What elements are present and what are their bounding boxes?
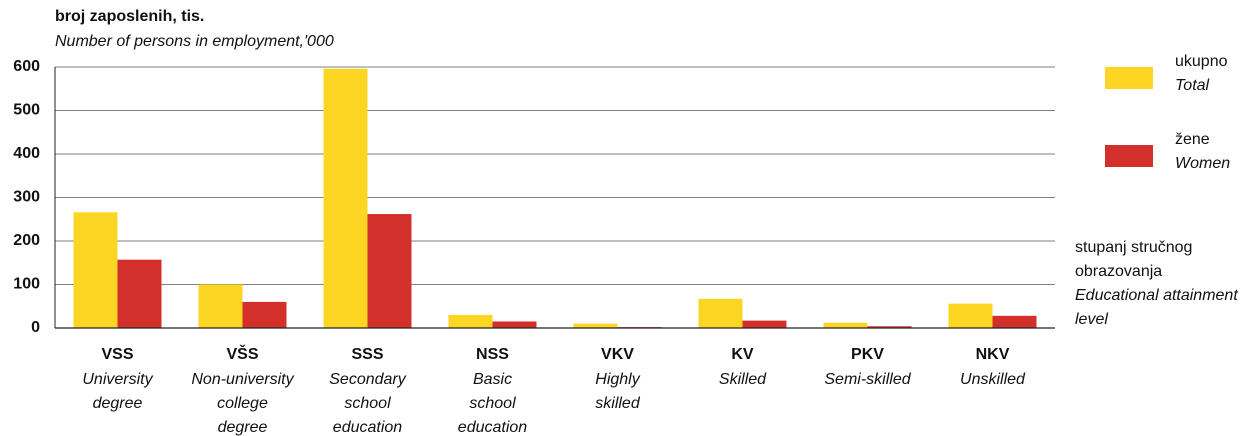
legend-label: žene: [1175, 131, 1210, 148]
y-tick-label: 100: [13, 276, 40, 293]
x-tick-label: NSS: [476, 346, 509, 363]
x-tick-label: VKV: [601, 346, 634, 363]
x-tick-label: VŠS: [226, 344, 258, 363]
x-tick-description: Skilled: [719, 371, 767, 388]
x-tick-description: University: [82, 371, 153, 388]
legend-label-en: Women: [1175, 155, 1230, 172]
x-axis-label-en: level: [1075, 311, 1108, 328]
bar: [242, 301, 287, 328]
bar: [73, 212, 118, 328]
x-axis-label-en: Educational attainment: [1075, 287, 1238, 304]
x-tick-description: college: [217, 395, 268, 412]
bar: [117, 259, 162, 328]
bar: [867, 326, 912, 328]
bar: [992, 315, 1037, 328]
bar: [448, 314, 493, 328]
y-tick-label: 300: [13, 189, 40, 206]
bar: [492, 321, 537, 328]
y-tick-label: 0: [31, 319, 40, 336]
x-tick-description: Non-university: [191, 371, 294, 388]
x-tick-description: skilled: [595, 395, 641, 412]
x-tick-description: education: [333, 419, 402, 436]
x-axis-label: obrazovanja: [1075, 263, 1162, 280]
y-tick-label: 500: [13, 102, 40, 119]
bar: [698, 298, 743, 328]
chart-title: broj zaposlenih, tis.: [55, 8, 204, 25]
y-tick-label: 400: [13, 145, 40, 162]
x-tick-description: education: [458, 419, 527, 436]
x-tick-description: school: [469, 395, 516, 412]
bar: [823, 322, 868, 328]
bar: [948, 303, 993, 328]
legend-swatch: [1105, 67, 1153, 89]
x-tick-description: degree: [93, 395, 143, 412]
y-tick-label: 200: [13, 232, 40, 249]
x-tick-label: KV: [731, 346, 754, 363]
legend-swatch: [1105, 145, 1153, 167]
x-tick-description: Unskilled: [960, 371, 1026, 388]
bar: [198, 284, 243, 328]
x-tick-description: Highly: [595, 371, 640, 388]
x-tick-description: degree: [218, 419, 268, 436]
x-tick-label: VSS: [101, 346, 133, 363]
x-tick-description: Semi-skilled: [824, 371, 911, 388]
chart-subtitle: Number of persons in employment,'000: [55, 33, 334, 50]
bar: [573, 323, 618, 328]
bar: [323, 68, 368, 329]
x-tick-label: NKV: [976, 346, 1010, 363]
x-tick-label: SSS: [351, 346, 383, 363]
legend-label: ukupno: [1175, 53, 1228, 70]
x-tick-label: PKV: [851, 346, 884, 363]
x-tick-description: Secondary: [329, 371, 406, 388]
x-tick-description: school: [344, 395, 391, 412]
y-tick-label: 600: [13, 58, 40, 75]
x-tick-description: Basic: [473, 371, 512, 388]
bar: [367, 214, 412, 328]
bar: [742, 320, 787, 328]
legend-label-en: Total: [1175, 77, 1210, 94]
x-axis-label: stupanj stručnog: [1075, 239, 1192, 256]
